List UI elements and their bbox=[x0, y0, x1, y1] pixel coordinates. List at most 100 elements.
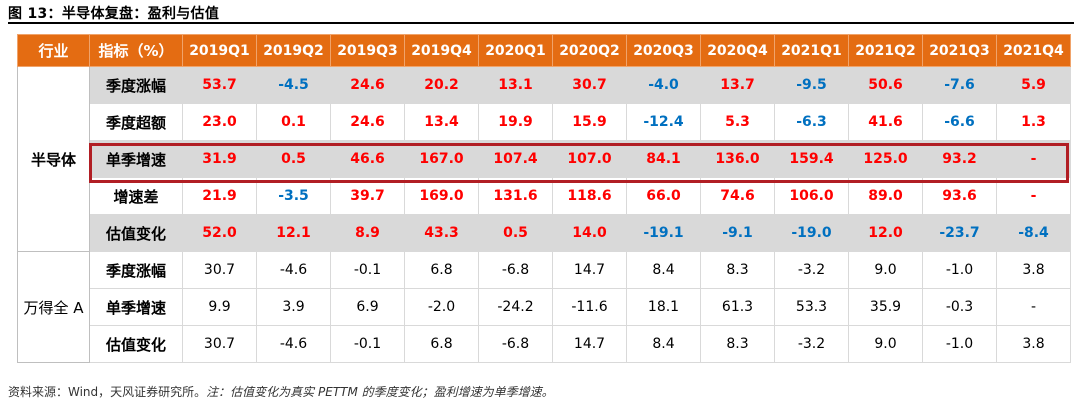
value-cell: 50.6 bbox=[848, 66, 923, 104]
value-cell: 19.9 bbox=[478, 103, 553, 141]
value-cell: 0.1 bbox=[256, 103, 331, 141]
value-cell: -4.0 bbox=[626, 66, 701, 104]
value-cell: -4.5 bbox=[256, 66, 331, 104]
table-row: 单季增速 31.9 0.5 46.6 167.0 107.4 107.0 84.1 136.0 1… bbox=[18, 140, 1071, 178]
value-cell: 8.4 bbox=[626, 325, 701, 363]
value-cell: -23.7 bbox=[922, 214, 997, 252]
value-cell: 41.6 bbox=[848, 103, 923, 141]
indicator-label: 估值变化 bbox=[89, 325, 183, 363]
value-cell: 53.7 bbox=[182, 66, 257, 104]
value-cell: 14.7 bbox=[552, 251, 627, 289]
value-cell: 89.0 bbox=[848, 177, 923, 215]
value-cell: -24.2 bbox=[478, 288, 553, 326]
value-cell: 5.9 bbox=[996, 66, 1071, 104]
value-cell: 46.6 bbox=[330, 140, 405, 178]
value-cell: 12.1 bbox=[256, 214, 331, 252]
value-cell: 136.0 bbox=[700, 140, 775, 178]
header-quarter: 2019Q4 bbox=[404, 34, 479, 67]
value-cell: 12.0 bbox=[848, 214, 923, 252]
indicator-label: 估值变化 bbox=[89, 214, 183, 252]
header-indicator: 指标（%） bbox=[89, 34, 183, 67]
header-quarter: 2021Q4 bbox=[996, 34, 1071, 67]
value-cell: -3.2 bbox=[774, 251, 849, 289]
value-cell: 3.9 bbox=[256, 288, 331, 326]
source-note: 注：估值变化为真实 PETTM 的季度变化；盈利增速为单季增速。 bbox=[206, 385, 554, 399]
value-cell: -2.0 bbox=[404, 288, 479, 326]
source-line: 资料来源：Wind，天风证券研究所。注：估值变化为真实 PETTM 的季度变化；… bbox=[8, 383, 554, 400]
value-cell: 74.6 bbox=[700, 177, 775, 215]
header-quarter: 2019Q3 bbox=[330, 34, 405, 67]
header-quarter: 2021Q1 bbox=[774, 34, 849, 67]
value-cell: 8.3 bbox=[700, 325, 775, 363]
value-cell: 31.9 bbox=[182, 140, 257, 178]
value-cell: -1.0 bbox=[922, 251, 997, 289]
value-cell: 14.0 bbox=[552, 214, 627, 252]
title-rule bbox=[8, 22, 1074, 24]
value-cell: -3.5 bbox=[256, 177, 331, 215]
value-cell: -6.3 bbox=[774, 103, 849, 141]
indicator-label: 增速差 bbox=[89, 177, 183, 215]
value-cell: 24.6 bbox=[330, 66, 405, 104]
value-cell: -8.4 bbox=[996, 214, 1071, 252]
value-cell: 20.2 bbox=[404, 66, 479, 104]
value-cell: -3.2 bbox=[774, 325, 849, 363]
source-text: 资料来源：Wind，天风证券研究所。 bbox=[8, 385, 207, 399]
value-cell: 8.9 bbox=[330, 214, 405, 252]
value-cell: 0.5 bbox=[478, 214, 553, 252]
group-name: 半导体 bbox=[17, 66, 90, 252]
value-cell: -11.6 bbox=[552, 288, 627, 326]
value-cell: -6.8 bbox=[478, 251, 553, 289]
value-cell: 8.4 bbox=[626, 251, 701, 289]
value-cell: 3.8 bbox=[996, 325, 1071, 363]
header-quarter: 2020Q4 bbox=[700, 34, 775, 67]
value-cell: 0.5 bbox=[256, 140, 331, 178]
value-cell: 53.3 bbox=[774, 288, 849, 326]
value-cell: 5.3 bbox=[700, 103, 775, 141]
value-cell: -9.1 bbox=[700, 214, 775, 252]
table-row: 增速差 21.9 -3.5 39.7 169.0 131.6 118.6 66.0 74.6 10… bbox=[18, 177, 1071, 215]
value-cell: 125.0 bbox=[848, 140, 923, 178]
group-name: 万得全 A bbox=[17, 251, 90, 363]
value-cell: -4.6 bbox=[256, 251, 331, 289]
value-cell: 8.3 bbox=[700, 251, 775, 289]
table-row: 估值变化 52.0 12.1 8.9 43.3 0.5 14.0 -19.1 -9.1 -19.0… bbox=[18, 214, 1071, 252]
value-cell: 169.0 bbox=[404, 177, 479, 215]
indicator-label: 单季增速 bbox=[89, 288, 183, 326]
figure-title: 图 13：半导体复盘：盈利与估值 bbox=[8, 6, 220, 22]
value-cell: 13.1 bbox=[478, 66, 553, 104]
value-cell: 131.6 bbox=[478, 177, 553, 215]
value-cell: 23.0 bbox=[182, 103, 257, 141]
value-cell: 9.9 bbox=[182, 288, 257, 326]
header-quarter: 2020Q2 bbox=[552, 34, 627, 67]
table-row: 单季增速 9.9 3.9 6.9 -2.0 -24.2 -11.6 18.1 61.3 53.3 3… bbox=[18, 288, 1071, 326]
value-cell: 93.2 bbox=[922, 140, 997, 178]
value-cell: - bbox=[996, 177, 1071, 215]
value-cell: - bbox=[996, 288, 1071, 326]
value-cell: 39.7 bbox=[330, 177, 405, 215]
value-cell: -7.6 bbox=[922, 66, 997, 104]
value-cell: 13.4 bbox=[404, 103, 479, 141]
value-cell: 30.7 bbox=[552, 66, 627, 104]
value-cell: -9.5 bbox=[774, 66, 849, 104]
value-cell: - bbox=[996, 140, 1071, 178]
indicator-label: 季度涨幅 bbox=[89, 66, 183, 104]
value-cell: 107.0 bbox=[552, 140, 627, 178]
table-row: 半导体 季度涨幅 53.7 -4.5 24.6 20.2 13.1 30.7 -4.0 13.7-… bbox=[17, 66, 1071, 252]
value-cell: -12.4 bbox=[626, 103, 701, 141]
header-quarter: 2020Q3 bbox=[626, 34, 701, 67]
value-cell: 106.0 bbox=[774, 177, 849, 215]
header-row: 行业 指标（%） 2019Q1 2019Q2 2019Q3 2019Q4 202… bbox=[17, 34, 1071, 67]
value-cell: -4.6 bbox=[256, 325, 331, 363]
data-table: 行业 指标（%） 2019Q1 2019Q2 2019Q3 2019Q4 202… bbox=[17, 34, 1071, 363]
value-cell: 61.3 bbox=[700, 288, 775, 326]
header-quarter: 2021Q2 bbox=[848, 34, 923, 67]
value-cell: 93.6 bbox=[922, 177, 997, 215]
header-quarter: 2019Q2 bbox=[256, 34, 331, 67]
value-cell: 9.0 bbox=[848, 251, 923, 289]
header-quarter: 2021Q3 bbox=[922, 34, 997, 67]
value-cell: 159.4 bbox=[774, 140, 849, 178]
value-cell: -1.0 bbox=[922, 325, 997, 363]
indicator-label: 单季增速 bbox=[89, 140, 183, 178]
value-cell: 6.8 bbox=[404, 325, 479, 363]
value-cell: 30.7 bbox=[182, 325, 257, 363]
